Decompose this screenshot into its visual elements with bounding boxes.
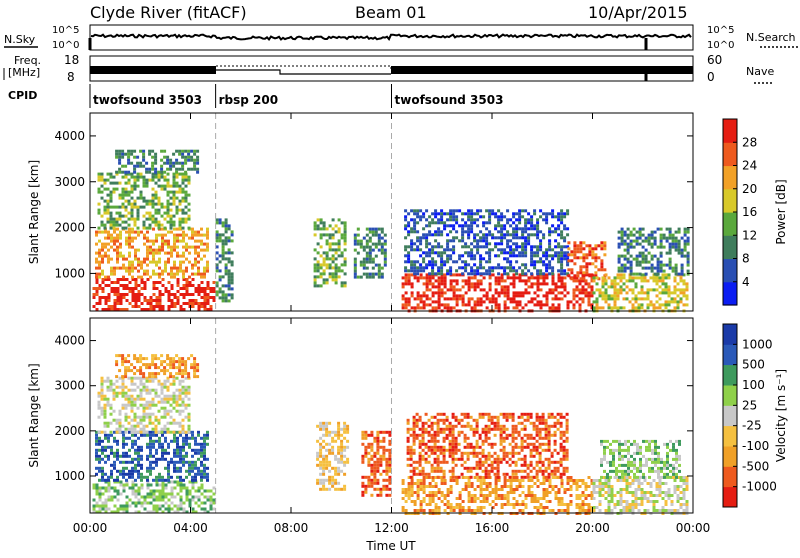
colorbar-tick-label-0: 4 (742, 275, 750, 289)
x-tick-label-5: 20:00 (575, 521, 610, 535)
cpid-label: CPID (8, 89, 37, 102)
colorbar-swatch-4 (723, 189, 737, 213)
x-tick-label-4: 16:00 (475, 521, 510, 535)
nsky-tick-high-right: 10^5 (707, 25, 734, 36)
nsearch-label: N.Search (746, 31, 796, 44)
x-tick-label-2: 08:00 (274, 521, 309, 535)
nsky-tick-high: 10^5 (52, 25, 79, 36)
nsky-tick-low-right: 10^0 (707, 40, 734, 51)
colorbar-swatch-0 (723, 282, 737, 306)
colorbar-tick-label-2: 12 (742, 228, 757, 242)
colorbar-swatch-6 (723, 142, 737, 166)
x-tick-label-3: 12:00 (374, 521, 409, 535)
colorbar-swatch-7 (723, 119, 737, 143)
colorbar-tick-label-0: -1000 (742, 480, 777, 494)
colorbar-swatch-3 (723, 212, 737, 236)
freq-band-twofsound-b (391, 66, 693, 74)
colorbar-tick-label-2: -100 (742, 439, 769, 453)
x-tick-label-0: 00:00 (73, 521, 108, 535)
x-axis-title: Time UT (365, 539, 416, 553)
nave-label: Nave (746, 65, 774, 78)
colorbar-swatch-7 (723, 344, 737, 365)
x-tick-label-1: 04:00 (173, 521, 208, 535)
colorbar-swatch-2 (723, 235, 737, 259)
y-axis-title: Slant Range [km] (27, 363, 41, 467)
colorbar-swatch-1 (723, 466, 737, 487)
x-axis-labels: 00:00 04:00 08:00 12:00 16:00 20:00 00:00 (73, 521, 711, 535)
colorbar: 4 8 12 16 20 24 28 Power [dB] (723, 119, 788, 306)
colorbar-swatch-0 (723, 487, 737, 508)
y-tick-label-0: 1000 (54, 266, 85, 280)
beam-label: Beam 01 (355, 3, 427, 22)
y-tick-label-3: 4000 (54, 129, 85, 143)
freq-trace-rbsp (216, 70, 391, 74)
colorbar: -1000 -500 -100 -25 25 100 500 1000 Velocity [m … (723, 324, 788, 508)
colorbar-swatch-3 (723, 426, 737, 447)
colorbar-tick-label-6: 500 (742, 358, 765, 372)
y-tick-label-1: 2000 (54, 424, 85, 438)
colorbar-tick-label-4: 20 (742, 182, 757, 196)
colorbar-tick-label-3: -25 (742, 419, 762, 433)
freq-label-bottom: [MHz] (8, 66, 40, 79)
colorbar-tick-label-3: 16 (742, 205, 757, 219)
velocity-panel: 1000 2000 3000 4000 Slant Range [km] -1000 -50… (27, 318, 788, 515)
y-axis-title: Slant Range [km] (27, 160, 41, 264)
colorbar-tick-label-1: -500 (742, 459, 769, 473)
y-tick-label-1: 2000 (54, 221, 85, 235)
power-panel: 1000 2000 3000 4000 Slant Range [km] 4 8 12 16 20… (27, 113, 788, 312)
x-tick-label-6: 00:00 (676, 521, 711, 535)
freq-band-twofsound-a (90, 66, 216, 74)
nsky-trace (91, 35, 691, 40)
y-tick-label-2: 3000 (54, 175, 85, 189)
cpid-segments: twofsound 3503 rbsp 200 twofsound 3503 (90, 84, 503, 108)
colorbar-swatch-6 (723, 365, 737, 386)
colorbar-tick-label-4: 25 (742, 398, 757, 412)
colorbar-tick-label-6: 28 (742, 135, 757, 149)
date-label: 10/Apr/2015 (588, 3, 688, 22)
colorbar-tick-label-5: 24 (742, 159, 757, 173)
colorbar-swatch-4 (723, 405, 737, 426)
station-title: Clyde River (fitACF) (90, 3, 247, 22)
nave-tick-high: 60 (707, 53, 722, 67)
y-tick-label-0: 1000 (54, 469, 85, 483)
colorbar-tick-label-5: 100 (742, 378, 765, 392)
freq-tick-low: 8 (67, 70, 75, 84)
nsky-tick-low: 10^0 (52, 40, 79, 51)
cpid-segment-label-2: twofsound 3503 (395, 93, 504, 107)
nave-tick-low: 0 (707, 70, 715, 84)
cpid-segment-label-0: twofsound 3503 (93, 93, 202, 107)
colorbar-swatch-2 (723, 446, 737, 467)
y-tick-label-3: 4000 (54, 334, 85, 348)
cpid-segment-label-1: rbsp 200 (219, 93, 278, 107)
colorbar-tick-label-7: 1000 (742, 337, 773, 351)
freq-tick-high: 18 (64, 53, 79, 67)
colorbar-tick-label-1: 8 (742, 252, 750, 266)
colorbar-swatch-1 (723, 259, 737, 283)
colorbar-swatch-5 (723, 166, 737, 190)
colorbar-title: Velocity [m s⁻¹] (774, 369, 788, 462)
colorbar-title: Power [dB] (774, 179, 788, 244)
colorbar-swatch-5 (723, 385, 737, 406)
colorbar-swatch-8 (723, 324, 737, 345)
nsky-label: N.Sky (4, 33, 36, 46)
y-tick-label-2: 3000 (54, 379, 85, 393)
